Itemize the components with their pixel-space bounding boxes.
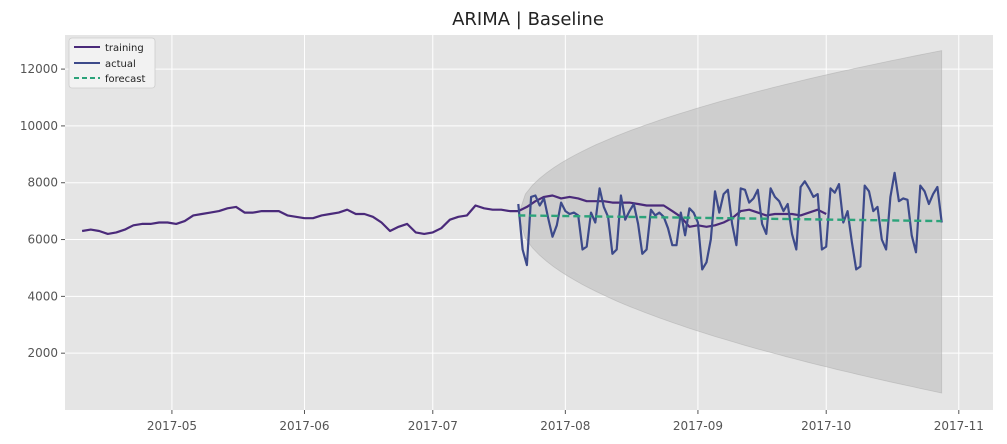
x-tick-label: 2017-10 [801, 419, 851, 433]
legend-label-forecast: forecast [105, 74, 146, 85]
x-tick-label: 2017-08 [540, 419, 590, 433]
y-tick-label: 10000 [20, 119, 58, 133]
y-tick-label: 6000 [27, 233, 58, 247]
y-tick-label: 2000 [27, 346, 58, 360]
chart-title: ARIMA | Baseline [452, 9, 604, 30]
series-line-forecast [518, 214, 942, 223]
legend: training actual forecast [68, 37, 156, 89]
x-tick-label: 2017-06 [279, 419, 329, 433]
y-axis-ticks: 2000 4000 6000 8000 10000 12000 [20, 62, 65, 360]
legend-box [68, 37, 156, 89]
legend-label-training: training [105, 43, 144, 54]
x-tick-label: 2017-11 [934, 419, 984, 433]
x-tick-label: 2017-07 [408, 419, 458, 433]
x-tick-label: 2017-05 [147, 419, 197, 433]
series-layer [81, 171, 943, 271]
legend-label-actual: actual [105, 59, 136, 70]
x-axis-ticks: 2017-05 2017-06 2017-07 2017-08 2017-09 2017-… [147, 410, 984, 433]
series-line-training [81, 194, 827, 235]
series-line-actual [517, 171, 943, 271]
x-tick-label: 2017-09 [673, 419, 723, 433]
y-tick-label: 4000 [27, 289, 58, 303]
y-tick-label: 12000 [20, 62, 58, 76]
y-tick-label: 8000 [27, 176, 58, 190]
